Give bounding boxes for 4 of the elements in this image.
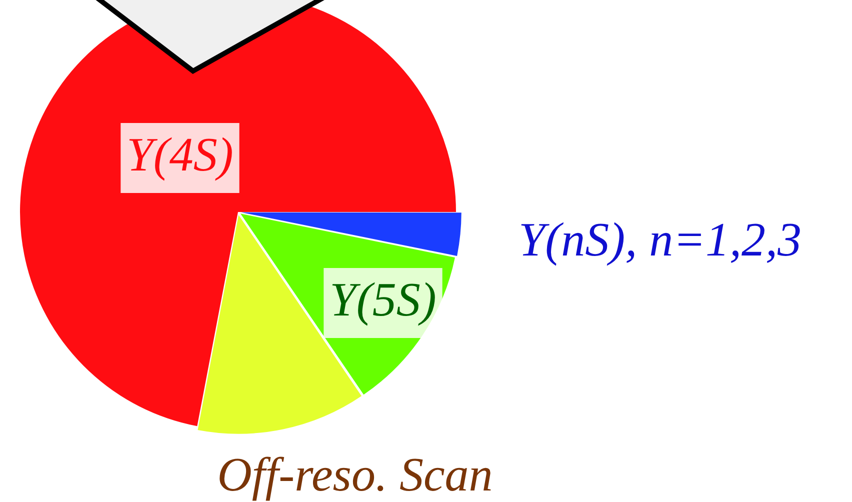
slice-label: Y(nS), n=1,2,3 [518,214,802,267]
slice-label: Y(4S) [126,128,234,182]
slice-label: Off-reso. Scan [217,448,493,502]
slice-label: Y(5S) [330,274,436,327]
